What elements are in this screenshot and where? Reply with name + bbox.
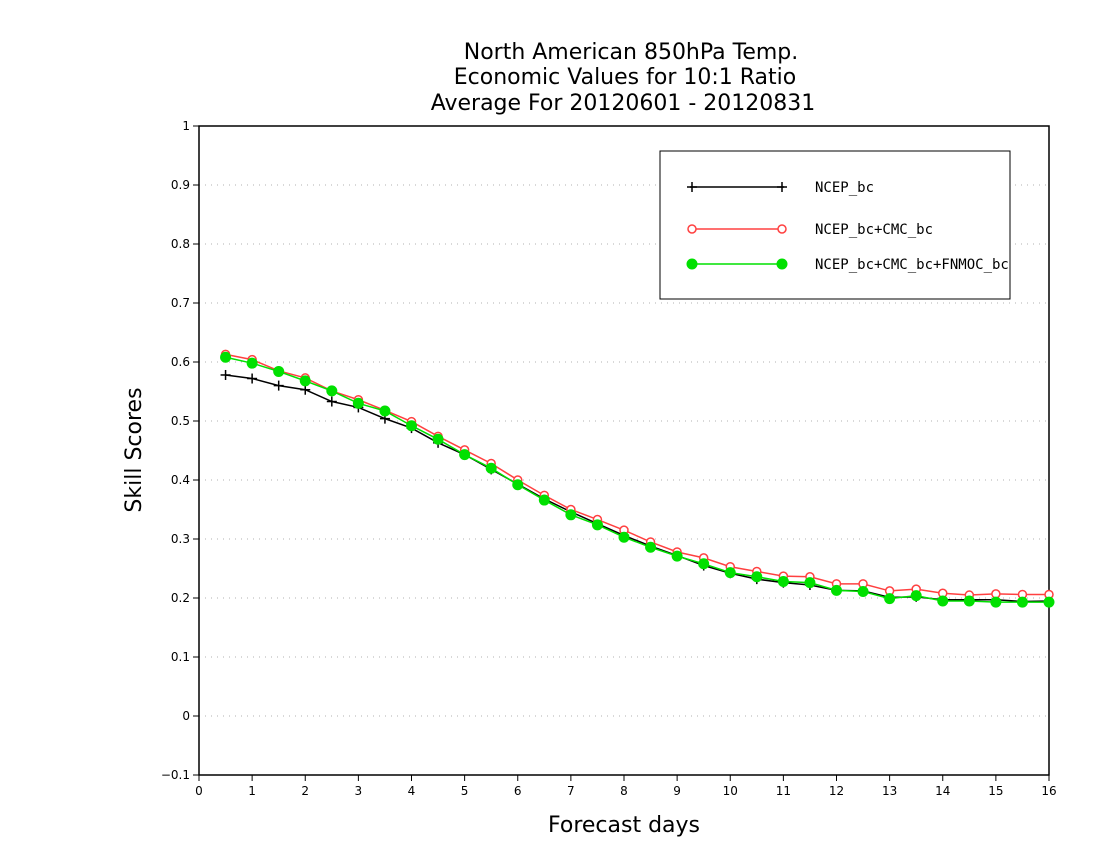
data-point [299, 375, 311, 387]
series-line [225, 374, 1050, 603]
x-tick-label: 12 [829, 784, 844, 798]
y-tick-label: 0 [182, 709, 190, 723]
data-point [724, 567, 736, 579]
series-line [225, 353, 1049, 596]
x-axis-label: Forecast days [548, 813, 700, 838]
legend-marker [687, 182, 697, 192]
x-tick-label: 14 [935, 784, 950, 798]
data-point [671, 550, 683, 562]
x-tick-label: 3 [355, 784, 363, 798]
legend-entry-2: NCEP_bc+CMC_bc [687, 222, 933, 238]
y-tick-label: 0.4 [171, 473, 190, 487]
title-line-2: Economic Values for 10:1 Ratio [454, 65, 796, 90]
y-tick-label: 0.5 [171, 414, 190, 428]
data-point [326, 385, 338, 397]
y-tick-label: −0.1 [161, 768, 190, 782]
y-tick-label: 0.6 [171, 355, 190, 369]
data-point [512, 479, 524, 491]
data-point [220, 351, 232, 363]
legend-label: NCEP_bc [815, 180, 874, 196]
x-tick-label: 6 [514, 784, 522, 798]
data-point [990, 596, 1002, 608]
data-point [247, 373, 258, 384]
x-tick-label: 10 [723, 784, 738, 798]
data-point [910, 590, 922, 602]
legend-label: NCEP_bc+CMC_bc+FNMOC_bc [815, 257, 1009, 273]
x-tick-label: 9 [673, 784, 681, 798]
data-point [804, 577, 816, 589]
data-point [406, 420, 417, 432]
data-point [884, 593, 896, 605]
x-tick-label: 0 [195, 784, 203, 798]
y-tick-label: 0.1 [171, 650, 190, 664]
y-axis-label: Skill Scores [122, 387, 147, 512]
x-tick-label: 7 [567, 784, 575, 798]
data-point [751, 571, 763, 583]
x-tick-label: 1 [248, 784, 256, 798]
x-tick-label: 4 [408, 784, 416, 798]
legend-box [659, 150, 1011, 300]
legend-marker [777, 224, 787, 234]
data-point [857, 586, 869, 598]
data-point [352, 397, 364, 409]
legend-label: NCEP_bc+CMC_bc [815, 222, 933, 238]
data-point [618, 531, 630, 543]
x-tick-label: 15 [988, 784, 1003, 798]
y-tick-label: 0.8 [171, 237, 190, 251]
data-point [273, 380, 284, 391]
data-point [220, 369, 231, 380]
y-tick-label: 0.2 [171, 591, 190, 605]
data-point [591, 519, 603, 531]
chart-title: North American 850hPa Temp. Economic Val… [431, 40, 816, 116]
series-1 [220, 369, 1054, 607]
series-2 [220, 349, 1054, 600]
data-point [698, 558, 710, 570]
data-point [565, 509, 577, 521]
data-point [485, 462, 497, 474]
data-point [379, 405, 391, 417]
data-point [459, 449, 471, 461]
y-tick-label: 0.7 [171, 296, 190, 310]
x-tick-label: 8 [620, 784, 628, 798]
legend-marker [687, 224, 697, 234]
x-tick-label: 11 [776, 784, 791, 798]
x-tick-label: 16 [1041, 784, 1056, 798]
y-tick-label: 0.3 [171, 532, 190, 546]
series-3 [220, 351, 1055, 608]
legend-marker [686, 258, 698, 270]
title-line-3: Average For 20120601 - 20120831 [431, 91, 816, 116]
legend-entry-3: NCEP_bc+CMC_bc+FNMOC_bc [686, 257, 1009, 273]
x-tick-label: 2 [301, 784, 309, 798]
legend: NCEP_bc NCEP_bc+CMC_bc NCEP_bc+CMC_bc+FNMO… [659, 150, 1011, 300]
data-point [1043, 596, 1055, 608]
data-point [273, 365, 285, 377]
data-point [777, 575, 789, 587]
y-tick-label: 0.9 [171, 178, 190, 192]
data-point [1016, 596, 1028, 608]
legend-marker [776, 258, 788, 270]
series-layer [220, 349, 1055, 608]
data-point [831, 584, 842, 596]
axes: −0.100.10.20.30.40.50.60.70.80.910 1 2 3 4 5 6… [161, 119, 1057, 798]
data-point [645, 541, 657, 553]
data-point [246, 357, 258, 369]
data-point [300, 384, 311, 395]
legend-entry-1: NCEP_bc [687, 180, 874, 196]
data-point [326, 396, 337, 407]
x-tick-label: 5 [461, 784, 469, 798]
legend-marker [777, 182, 787, 192]
data-point [963, 595, 975, 607]
data-point [538, 494, 550, 506]
x-tick-label: 13 [882, 784, 897, 798]
title-line-1: North American 850hPa Temp. [464, 40, 799, 65]
data-point [937, 595, 949, 607]
y-tick-label: 1 [182, 119, 190, 133]
data-point [432, 433, 444, 445]
